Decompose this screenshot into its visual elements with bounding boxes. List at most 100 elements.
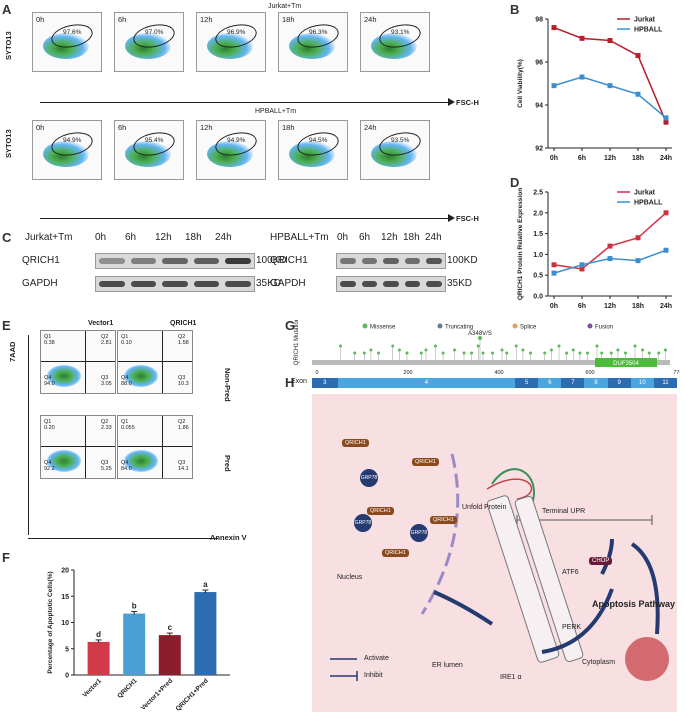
time-label: 12h <box>155 232 172 243</box>
exon-segment: 4 <box>337 378 516 388</box>
pathway-lines <box>330 453 669 681</box>
panel-letter-d: D <box>510 175 520 190</box>
cell-population <box>371 141 417 167</box>
time-label: 24h <box>425 232 442 243</box>
quadrant-value: 94.0 <box>44 381 55 387</box>
data-point <box>551 25 557 31</box>
qrich1-protein-5: QRICH1 <box>382 549 409 557</box>
pathway-diagram: Terminal UPR Unfold Protein Nucleus ER l… <box>312 394 677 712</box>
x-tick-label: Vector1+Pred <box>140 677 174 711</box>
exon-segment: 10 <box>630 378 654 388</box>
quadrant-name: Q2 <box>178 419 186 425</box>
y-tick-label: 92 <box>535 146 543 153</box>
legend-dot <box>512 323 518 329</box>
hpball-row1-label: QRICH1 <box>270 255 308 266</box>
gate-percent: 96.9% <box>227 29 246 36</box>
quadrant-name: Q2 <box>101 419 109 425</box>
protein-backbone <box>312 360 670 365</box>
legend-label: Jurkat <box>634 17 656 24</box>
quadrant-value: 2.81 <box>101 340 112 346</box>
mutation-dot <box>353 351 357 355</box>
significance-letter: a <box>203 580 208 589</box>
nucleus-label: Nucleus <box>337 574 363 581</box>
blot-band <box>130 258 157 264</box>
cell-population <box>289 141 335 167</box>
quadrant-label: Q1 0.10 <box>121 334 132 346</box>
bar-vector1 <box>87 641 110 675</box>
mutation-dot <box>586 351 589 355</box>
hpball-size1: 100KD <box>447 255 478 266</box>
gate-percent: 94.9% <box>227 137 246 144</box>
mutation-dot <box>557 344 561 348</box>
data-point <box>663 247 669 253</box>
panel-letter-h: H <box>285 375 295 390</box>
domain-label: DUF3504 <box>613 361 639 367</box>
mutation-dot <box>419 351 423 355</box>
grp78-2: GRP78 <box>354 514 372 532</box>
time-label: 0h <box>36 15 45 24</box>
quadrant-name: Q4 <box>44 375 52 381</box>
mutation-dot <box>578 351 582 355</box>
time-label: 0h <box>36 123 45 132</box>
quadrant-label: Q4 88.0 <box>121 375 132 387</box>
legend-label: Missense <box>370 325 396 331</box>
blot-band <box>361 258 378 264</box>
x-tick-label: 0h <box>550 303 558 310</box>
arrowhead-icon <box>448 214 455 222</box>
data-point <box>607 243 613 249</box>
quadrant-value: 92.2 <box>44 466 55 472</box>
cell-population <box>43 33 89 59</box>
blot-band <box>99 258 125 264</box>
significance-letter: d <box>96 630 101 639</box>
highlight-label: A348V/S <box>468 331 492 337</box>
mutation-dot <box>491 351 494 355</box>
exon-segment: 6 <box>538 378 562 388</box>
y-arrow <box>28 335 29 535</box>
x-tick-label: 12h <box>604 155 616 162</box>
panel-a-ylabel-bottom: SYTO13 <box>4 129 13 158</box>
blot-band <box>162 281 188 287</box>
mutation-dot <box>434 344 437 348</box>
y-tick-label: 15 <box>61 594 69 601</box>
quadrant-value: 14.1 <box>178 466 189 472</box>
panel-a-ylabel-top: SYTO13 <box>4 31 13 60</box>
flow-plot: 6h 95.4% <box>114 120 184 180</box>
y-tick-label: 0.5 <box>533 273 543 280</box>
quadrant-name: Q3 <box>101 460 109 466</box>
jurkat-size1: 100KD <box>256 255 287 266</box>
mutation-dot <box>500 348 504 352</box>
quadrant-value: 0.055 <box>121 425 135 431</box>
panel-e-col1: Vector1 <box>88 320 114 327</box>
blot-band <box>340 281 356 287</box>
mutation-dot <box>514 344 518 348</box>
series-line-hpball <box>553 249 667 274</box>
mutation-dot <box>462 351 466 355</box>
panel-letter-f: F <box>2 550 10 565</box>
x-arrow-bottom <box>40 218 450 219</box>
y-tick-label: 20 <box>61 568 69 575</box>
legend-label: Jurkat <box>634 190 656 197</box>
panel-a-xlabel-top: FSC-H <box>456 98 479 107</box>
quadrant-plot: Q1 0.055 Q2 1.86 Q4 84.0 Q3 14.1 <box>117 415 193 479</box>
quadrant-plot: Q1 0.38 Q2 2.81 Q4 94.0 Q3 3.05 <box>40 330 116 394</box>
data-point <box>551 270 557 276</box>
flow-plot: 18h 96.3% <box>278 12 348 72</box>
x-tick-label: QRICH1 <box>116 677 139 700</box>
exon-segment: 7 <box>561 378 585 388</box>
blot-band <box>383 258 399 264</box>
legend-label: HPBALL <box>634 27 663 34</box>
quadrant-label: Q2 2.33 <box>101 419 112 431</box>
quadrant-label: Q3 3.05 <box>101 375 112 387</box>
jurkat-qrich1-blot <box>95 253 255 269</box>
y-tick-label: 0 <box>65 673 69 680</box>
blot-band <box>340 258 356 264</box>
bar-vector1-pred <box>158 635 181 675</box>
significance-letter: b <box>132 602 137 611</box>
mutation-dot <box>571 348 575 352</box>
mutation-dot <box>362 351 366 355</box>
y-tick-label: 5 <box>65 646 69 653</box>
perk-label: PERK <box>562 624 582 631</box>
time-label: 6h <box>118 15 127 24</box>
quadrant-name: Q1 <box>44 334 52 340</box>
quadrant-label: Q4 92.2 <box>44 460 55 472</box>
